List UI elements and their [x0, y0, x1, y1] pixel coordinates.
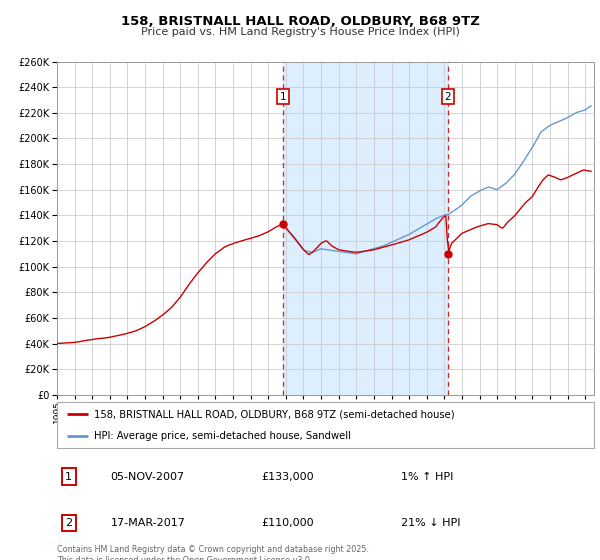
Text: 1% ↑ HPI: 1% ↑ HPI — [401, 472, 453, 482]
Text: 05-NOV-2007: 05-NOV-2007 — [111, 472, 185, 482]
Text: £133,000: £133,000 — [261, 472, 314, 482]
Text: 1: 1 — [280, 92, 286, 101]
Text: 1: 1 — [65, 472, 73, 482]
Text: 17-MAR-2017: 17-MAR-2017 — [111, 518, 185, 528]
Text: £110,000: £110,000 — [261, 518, 314, 528]
Text: Contains HM Land Registry data © Crown copyright and database right 2025.
This d: Contains HM Land Registry data © Crown c… — [57, 545, 369, 560]
Text: HPI: Average price, semi-detached house, Sandwell: HPI: Average price, semi-detached house,… — [94, 431, 350, 441]
Bar — [283, 62, 448, 395]
Text: 21% ↓ HPI: 21% ↓ HPI — [401, 518, 460, 528]
Text: 2: 2 — [445, 92, 451, 101]
Text: 158, BRISTNALL HALL ROAD, OLDBURY, B68 9TZ: 158, BRISTNALL HALL ROAD, OLDBURY, B68 9… — [121, 15, 479, 27]
Text: 2: 2 — [65, 518, 73, 528]
Text: Price paid vs. HM Land Registry's House Price Index (HPI): Price paid vs. HM Land Registry's House … — [140, 27, 460, 37]
Text: 158, BRISTNALL HALL ROAD, OLDBURY, B68 9TZ (semi-detached house): 158, BRISTNALL HALL ROAD, OLDBURY, B68 9… — [94, 409, 454, 419]
